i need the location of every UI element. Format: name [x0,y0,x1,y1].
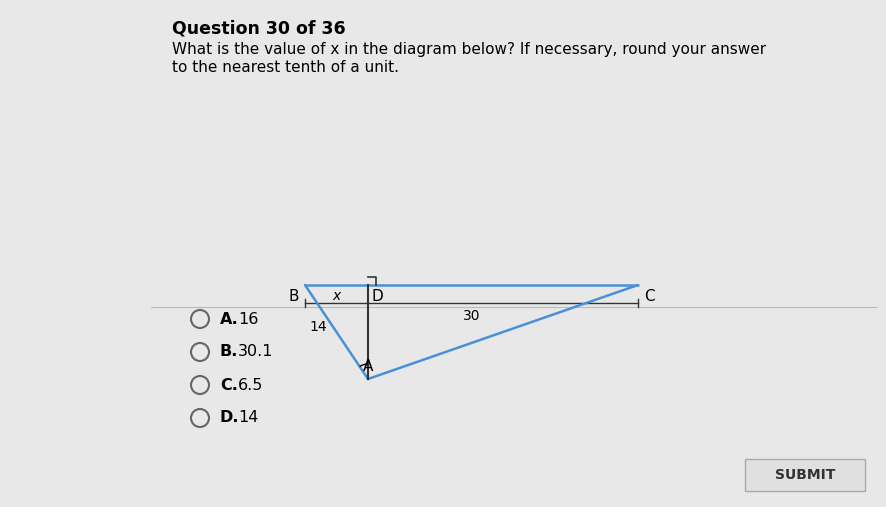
FancyBboxPatch shape [745,459,865,491]
Text: SUBMIT: SUBMIT [775,468,835,482]
Text: to the nearest tenth of a unit.: to the nearest tenth of a unit. [172,60,399,75]
Text: 30: 30 [462,309,480,323]
Text: 16: 16 [238,311,259,327]
Text: 30.1: 30.1 [238,344,274,359]
Text: B: B [289,289,299,304]
Text: 14: 14 [238,411,259,425]
Text: C.: C. [220,378,237,392]
Text: B.: B. [220,344,238,359]
Text: A: A [362,359,373,374]
Text: 6.5: 6.5 [238,378,263,392]
Text: What is the value of x in the diagram below? If necessary, round your answer: What is the value of x in the diagram be… [172,42,766,57]
Text: 14: 14 [309,320,327,334]
Text: D.: D. [220,411,239,425]
Text: Question 30 of 36: Question 30 of 36 [172,20,346,38]
Text: C: C [644,289,655,304]
Text: x: x [332,289,340,303]
Text: A.: A. [220,311,238,327]
Text: D: D [372,289,384,304]
